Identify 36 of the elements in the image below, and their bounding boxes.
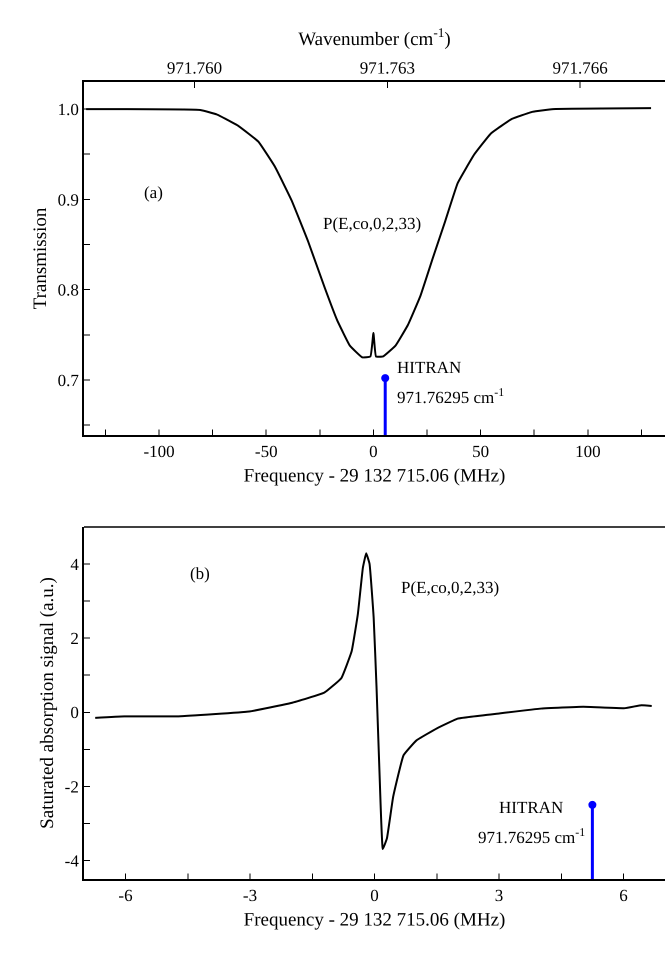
x-tick-label: -50 <box>254 442 278 462</box>
x-tick-label: 6 <box>619 886 628 906</box>
x2-tick-label: 971.763 <box>360 58 415 78</box>
y-tick-label: 4 <box>70 555 80 574</box>
annotation: HITRAN <box>397 358 462 377</box>
x-tick-label: -6 <box>118 886 133 906</box>
x-axis-title: Frequency - 29 132 715.06 (MHz) <box>244 909 506 930</box>
annotation: 971.76295 cm$^{-1}$ <box>397 385 504 408</box>
y-tick-label: 0.8 <box>58 280 79 300</box>
line-series <box>94 552 653 850</box>
x-tick-label: 50 <box>472 442 490 462</box>
annotation: 971.76295 cm$^{-1}$ <box>478 825 586 848</box>
y-tick-label: 0.7 <box>58 370 80 390</box>
y-tick-label: -4 <box>64 851 80 870</box>
y-tick-label: 2 <box>70 629 79 648</box>
x-tick-label: -100 <box>143 442 175 462</box>
x2-tick-label: 971.760 <box>166 58 222 78</box>
y-tick-label: 0.9 <box>58 190 79 210</box>
x2-axis-title: Wavenumber (cm$^{-1}$) <box>298 24 451 50</box>
annotation: P(E,co,0,2,33) <box>401 578 500 597</box>
x-tick-label: -3 <box>242 886 258 906</box>
y-axis-title: Saturated absorption signal (a.u.) <box>37 577 58 829</box>
y-axis-title: Transmission <box>30 207 51 310</box>
annotation: (a) <box>144 183 163 202</box>
x-tick-label: 3 <box>494 886 504 906</box>
annotation: (b) <box>190 564 210 583</box>
x-tick-label: 0 <box>369 442 378 462</box>
x-tick-label: 100 <box>575 442 601 462</box>
x-axis-title: Frequency - 29 132 715.06 (MHz) <box>244 465 506 486</box>
x2-tick-label: 971.766 <box>552 58 608 78</box>
y-tick-label: -2 <box>64 777 79 796</box>
y-tick-label: 1.0 <box>58 100 79 120</box>
annotation: P(E,co,0,2,33) <box>323 214 422 233</box>
annotation: HITRAN <box>499 798 564 817</box>
y-tick-label: 0 <box>70 703 79 722</box>
x-tick-label: 0 <box>370 886 379 906</box>
